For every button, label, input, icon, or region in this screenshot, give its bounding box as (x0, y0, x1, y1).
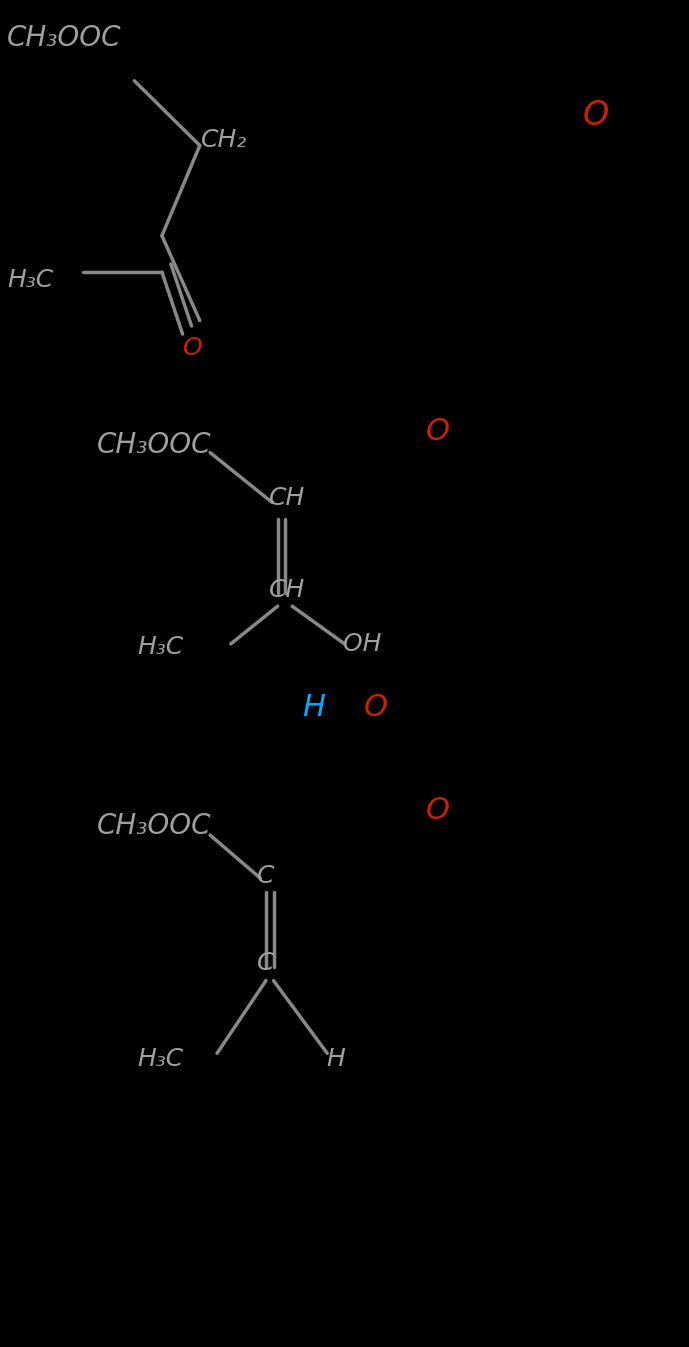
Text: CH₂: CH₂ (201, 128, 247, 152)
Text: H: H (327, 1047, 345, 1071)
Text: H₃C: H₃C (138, 634, 184, 659)
Text: CH₃OOC: CH₃OOC (7, 24, 121, 51)
Text: H₃C: H₃C (138, 1047, 184, 1071)
Text: O: O (183, 335, 202, 360)
Text: C: C (257, 951, 274, 975)
Text: O: O (426, 796, 449, 826)
Text: H₃C: H₃C (7, 268, 53, 292)
Text: CH: CH (269, 578, 305, 602)
Text: H: H (302, 692, 325, 722)
Text: O: O (364, 692, 387, 722)
Text: CH₃OOC: CH₃OOC (96, 812, 211, 839)
Text: OH: OH (343, 632, 382, 656)
Text: O: O (426, 416, 449, 446)
Text: CH₃OOC: CH₃OOC (96, 431, 211, 458)
Text: O: O (583, 100, 609, 132)
Text: CH: CH (269, 486, 305, 511)
Text: C: C (257, 863, 274, 888)
